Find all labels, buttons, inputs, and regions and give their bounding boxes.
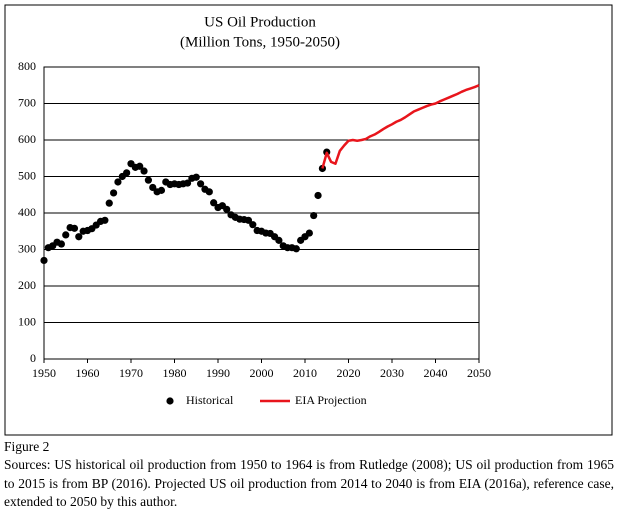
data-point: [197, 180, 205, 188]
legend-marker: [166, 397, 174, 405]
y-tick-label: 800: [18, 59, 36, 73]
data-point: [123, 169, 131, 177]
data-point: [210, 199, 218, 207]
data-point: [140, 167, 148, 175]
data-point: [75, 233, 83, 241]
data-point: [62, 231, 70, 239]
data-point: [101, 216, 109, 224]
chart-subtitle: (Million Tons, 1950-2050): [180, 34, 340, 50]
x-tick-label: 2000: [250, 366, 274, 380]
chart-title: US Oil Production: [204, 14, 316, 30]
x-tick-label: 1980: [163, 366, 187, 380]
x-tick-label: 2010: [293, 366, 317, 380]
data-point: [205, 188, 213, 196]
x-tick-label: 2050: [467, 366, 491, 380]
data-point: [275, 236, 283, 244]
y-tick-label: 600: [18, 132, 36, 146]
figure-caption: Sources: US historical oil production fr…: [4, 457, 614, 509]
x-tick-label: 1970: [119, 366, 143, 380]
data-point: [249, 221, 257, 229]
x-tick-label: 1950: [32, 366, 56, 380]
chart: US Oil Production (Million Tons, 1950-20…: [4, 4, 613, 436]
y-tick-label: 300: [18, 241, 36, 255]
data-point: [114, 178, 122, 186]
x-tick-label: 1990: [206, 366, 230, 380]
legend-label: Historical: [186, 393, 234, 407]
legend-label: EIA Projection: [295, 393, 367, 407]
data-point: [144, 176, 152, 184]
x-tick-label: 2040: [424, 366, 448, 380]
y-tick-label: 200: [18, 278, 36, 292]
data-point: [244, 216, 253, 224]
y-tick-label: 500: [18, 168, 36, 182]
data-point: [292, 245, 300, 253]
y-tick-label: 0: [30, 351, 36, 365]
data-point: [40, 256, 48, 265]
data-point: [110, 189, 118, 197]
data-point: [314, 191, 322, 200]
data-point: [305, 229, 313, 237]
chart-frame: [4, 4, 613, 436]
y-tick-label: 700: [18, 95, 36, 109]
data-point: [136, 162, 144, 170]
data-point: [183, 179, 192, 187]
data-point: [105, 199, 113, 207]
data-point: [149, 183, 157, 192]
x-tick-label: 1960: [76, 366, 100, 380]
data-point: [157, 186, 166, 194]
data-point: [57, 240, 65, 248]
plot-area: [43, 66, 480, 360]
y-tick-label: 400: [18, 205, 36, 219]
y-tick-label: 100: [18, 314, 36, 328]
data-point: [192, 173, 200, 181]
data-point: [223, 205, 231, 213]
data-point: [310, 211, 318, 220]
x-tick-label: 2020: [337, 366, 361, 380]
figure-label: Figure 2: [4, 439, 50, 454]
data-point: [70, 224, 79, 232]
x-tick-label: 2030: [380, 366, 404, 380]
projection-line: [321, 84, 480, 169]
